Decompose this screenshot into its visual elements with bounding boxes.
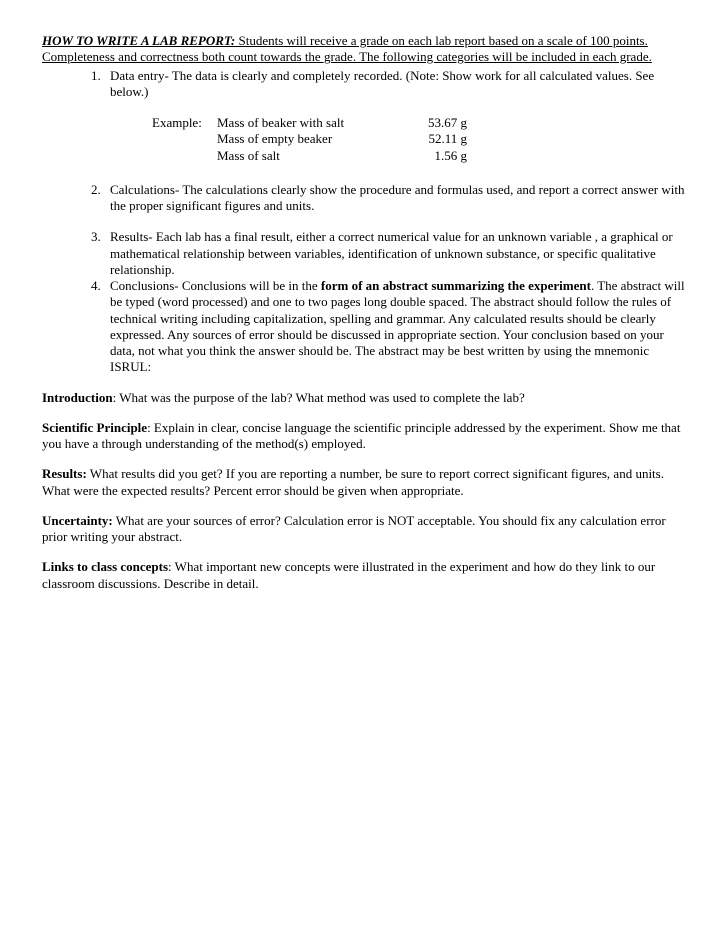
example-desc: Mass of empty beaker [217,131,407,147]
example-label: Example: [152,115,217,131]
list-item-text: Data entry- The data is clearly and comp… [110,68,654,99]
section-scientific-principle: Scientific Principle: Explain in clear, … [42,420,686,453]
example-desc: Mass of salt [217,148,407,164]
intro-paragraph: HOW TO WRITE A LAB REPORT: Students will… [42,33,686,66]
section-text: What results did you get? If you are rep… [42,466,664,497]
example-value: 52.11 g [407,131,467,147]
section-label: Introduction [42,390,113,405]
list-item-bold: form of an abstract summarizing the expe… [321,278,591,293]
table-row: Mass of empty beaker 52.11 g [152,131,467,147]
section-label: Uncertainty: [42,513,113,528]
list-item-text-a: Conclusions- Conclusions will be in the [110,278,321,293]
categories-list: Data entry- The data is clearly and comp… [42,68,686,376]
section-label: Links to class concepts [42,559,168,574]
example-value: 53.67 g [407,115,467,131]
section-links-to-class-concepts: Links to class concepts: What important … [42,559,686,592]
intro-title: HOW TO WRITE A LAB REPORT: [42,33,235,48]
list-item-results: Results- Each lab has a final result, ei… [104,229,686,278]
section-label: Results: [42,466,87,481]
section-label: Scientific Principle [42,420,147,435]
list-item-data-entry: Data entry- The data is clearly and comp… [104,68,686,164]
list-item-text: Calculations- The calculations clearly s… [110,182,684,213]
table-row: Example: Mass of beaker with salt 53.67 … [152,115,467,131]
example-table: Example: Mass of beaker with salt 53.67 … [152,115,467,164]
example-desc: Mass of beaker with salt [217,115,407,131]
table-row: Mass of salt 1.56 g [152,148,467,164]
list-item-conclusions: Conclusions- Conclusions will be in the … [104,278,686,376]
section-results: Results: What results did you get? If yo… [42,466,686,499]
section-text: : What was the purpose of the lab? What … [113,390,525,405]
example-block: Example: Mass of beaker with salt 53.67 … [152,115,686,164]
section-introduction: Introduction: What was the purpose of th… [42,390,686,406]
list-item-calculations: Calculations- The calculations clearly s… [104,182,686,215]
list-item-text: Results- Each lab has a final result, ei… [110,229,673,277]
section-text: What are your sources of error? Calculat… [42,513,666,544]
example-value: 1.56 g [407,148,467,164]
section-uncertainty: Uncertainty: What are your sources of er… [42,513,686,546]
